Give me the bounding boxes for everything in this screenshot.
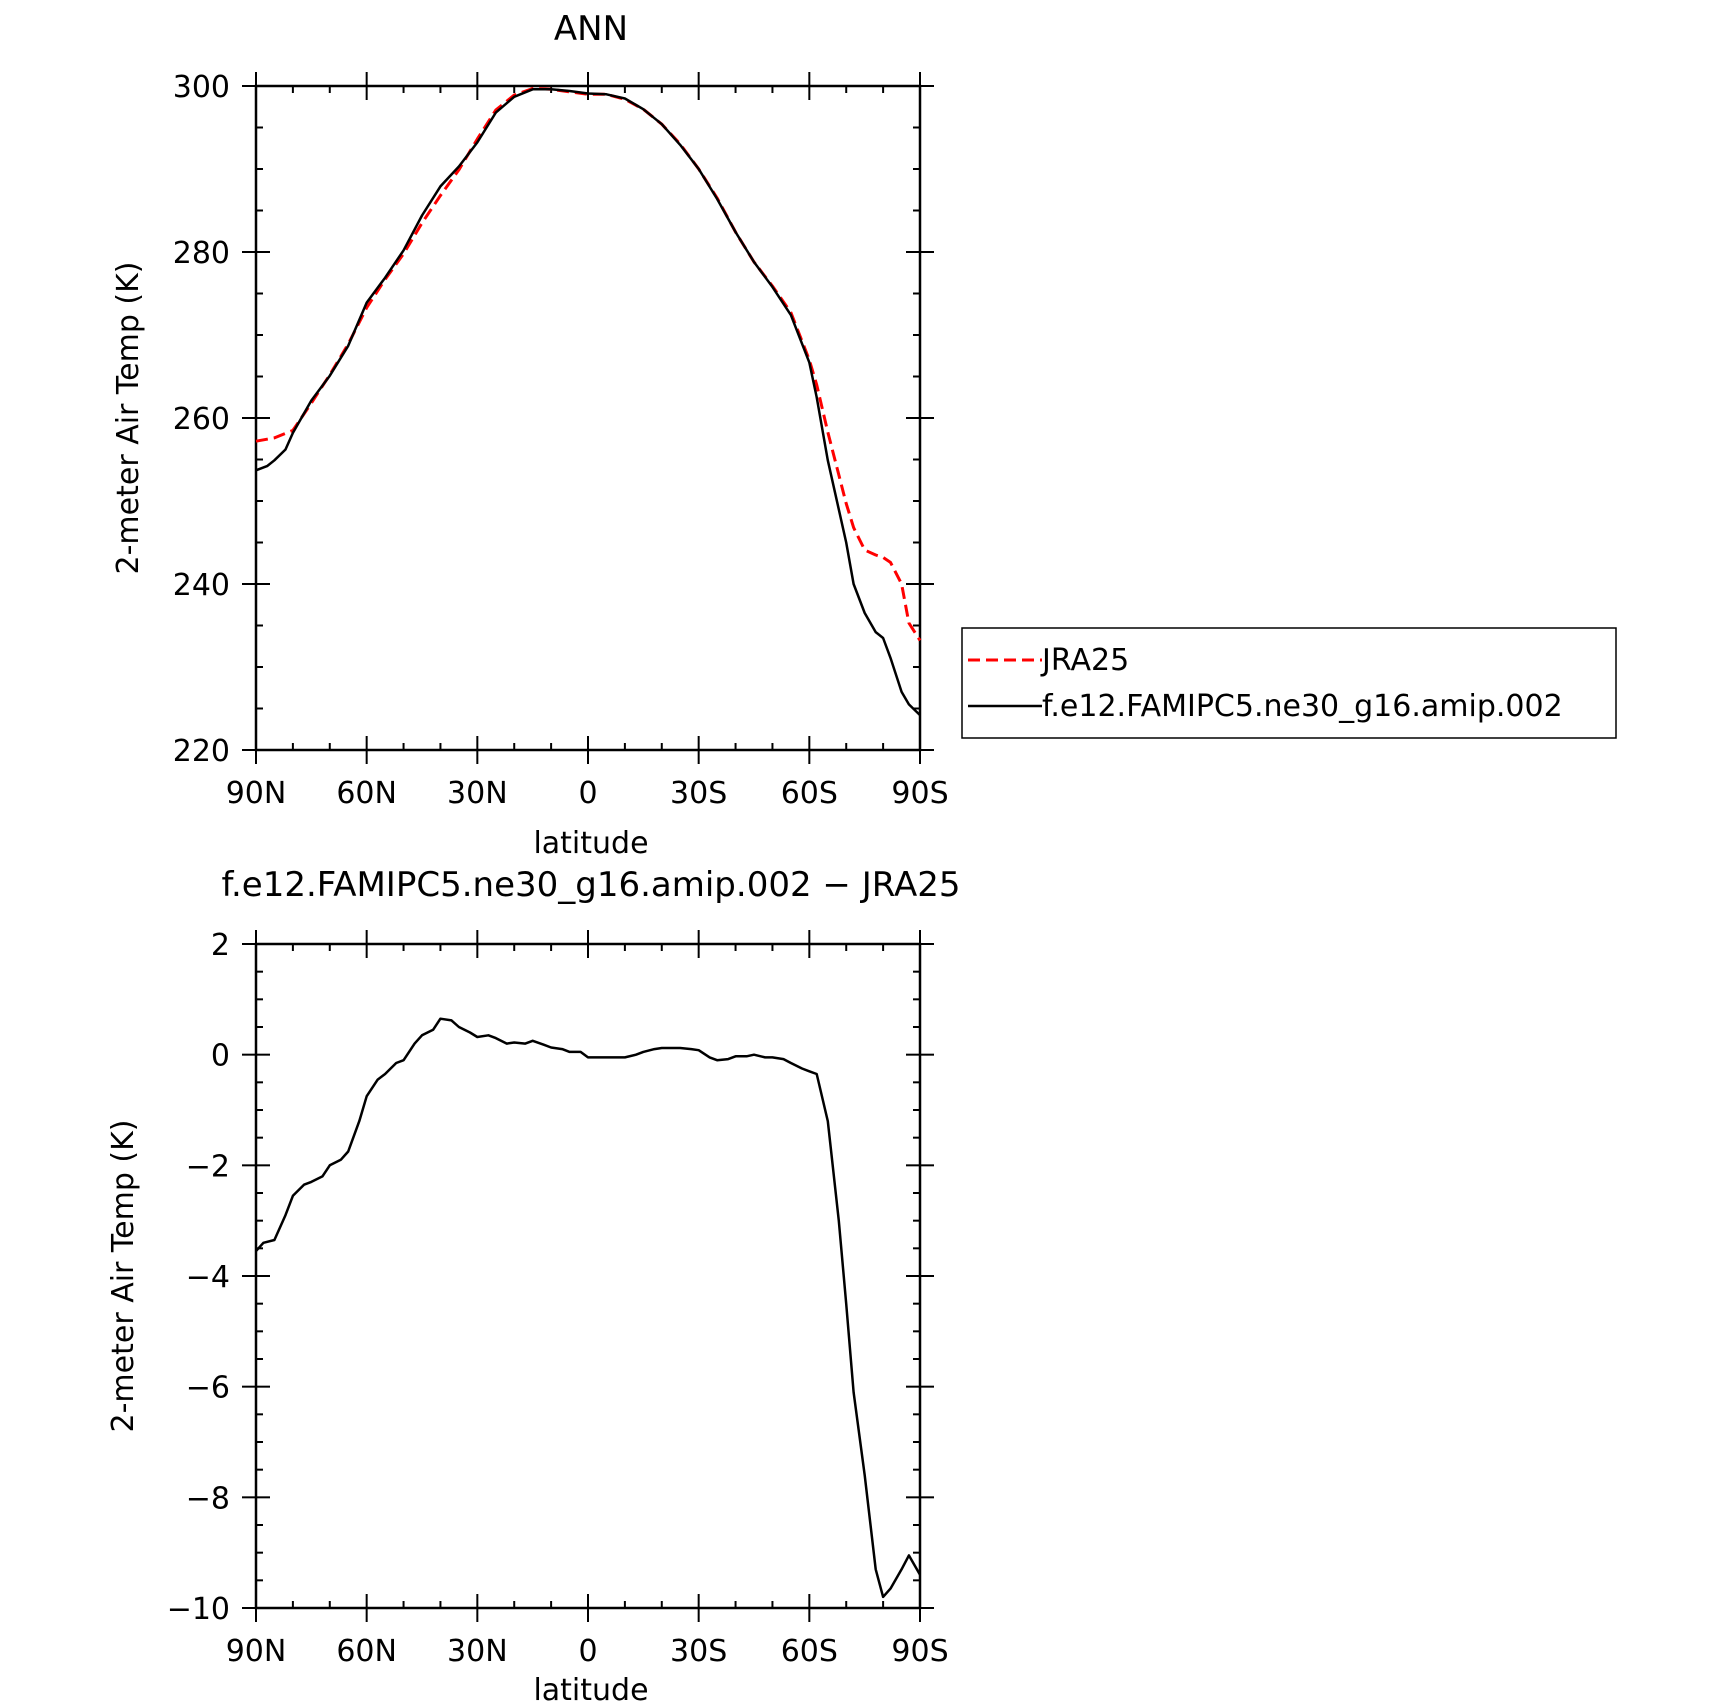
y-tick-label: 260 — [173, 402, 230, 437]
top-x-axis-label: latitude — [533, 826, 648, 861]
series-line-model — [255, 1017, 922, 1599]
y-tick-label: −8 — [186, 1481, 230, 1516]
top-axis-ticks — [242, 72, 934, 764]
x-tick-label: 0 — [578, 1634, 597, 1669]
top-tick-labels: 90N 60N 30N 0 30S 60S 90S 220 240 260 280 300 — [173, 70, 949, 811]
top-y-axis-label: 2-meter Air Temp (K) — [111, 262, 146, 575]
y-tick-label: 0 — [211, 1039, 230, 1074]
bottom-plot-frame — [254, 942, 922, 1610]
bottom-y-axis-label: 2-meter Air Temp (K) — [106, 1120, 141, 1433]
bottom-chart-title: f.e12.FAMIPC5.ne30_g16.amip.002 − JRA25 — [221, 865, 960, 905]
top-chart-panel: ANN 90N 60N 30N 0 30S 60S 90S 220 240 260 280 300 l… — [111, 9, 1617, 861]
x-tick-label: 30N — [447, 1634, 508, 1669]
y-tick-label: 220 — [173, 734, 230, 769]
legend-box — [961, 627, 1617, 739]
x-tick-label: 60S — [781, 1634, 838, 1669]
x-tick-label: 30S — [670, 776, 727, 811]
bottom-series-lines — [255, 1017, 922, 1599]
x-tick-label: 90N — [226, 1634, 287, 1669]
bottom-x-axis-label: latitude — [533, 1673, 648, 1706]
y-tick-label: 300 — [173, 70, 230, 105]
series-line-jra25 — [255, 87, 922, 642]
y-tick-label: 240 — [173, 568, 230, 603]
x-tick-label: 90S — [891, 1634, 948, 1669]
bottom-tick-labels: 90N 60N 30N 0 30S 60S 90S −10 −8 −6 −4 −2 0 2 — [167, 928, 949, 1669]
y-tick-label: 2 — [211, 928, 230, 963]
y-tick-label: −4 — [186, 1260, 230, 1295]
x-tick-label: 60S — [781, 776, 838, 811]
series-line-model — [255, 88, 921, 716]
bottom-chart-panel: f.e12.FAMIPC5.ne30_g16.amip.002 − JRA25 … — [106, 865, 961, 1706]
y-tick-label: −6 — [186, 1371, 230, 1406]
legend-label-jra25: JRA25 — [1040, 643, 1129, 678]
x-tick-label: 60N — [336, 1634, 397, 1669]
y-tick-label: 280 — [173, 236, 230, 271]
bottom-axis-ticks — [242, 930, 934, 1622]
x-tick-label: 30N — [447, 776, 508, 811]
x-tick-label: 60N — [336, 776, 397, 811]
y-tick-label: −10 — [167, 1592, 230, 1627]
x-tick-label: 90S — [891, 776, 948, 811]
legend: JRA25 f.e12.FAMIPC5.ne30_g16.amip.002 — [961, 627, 1617, 739]
legend-label-model: f.e12.FAMIPC5.ne30_g16.amip.002 — [1042, 689, 1563, 724]
x-tick-label: 30S — [670, 1634, 727, 1669]
x-tick-label: 0 — [578, 776, 597, 811]
x-tick-label: 90N — [226, 776, 287, 811]
top-chart-title: ANN — [554, 9, 628, 49]
top-series-lines — [255, 87, 922, 716]
y-tick-label: −2 — [186, 1149, 230, 1184]
